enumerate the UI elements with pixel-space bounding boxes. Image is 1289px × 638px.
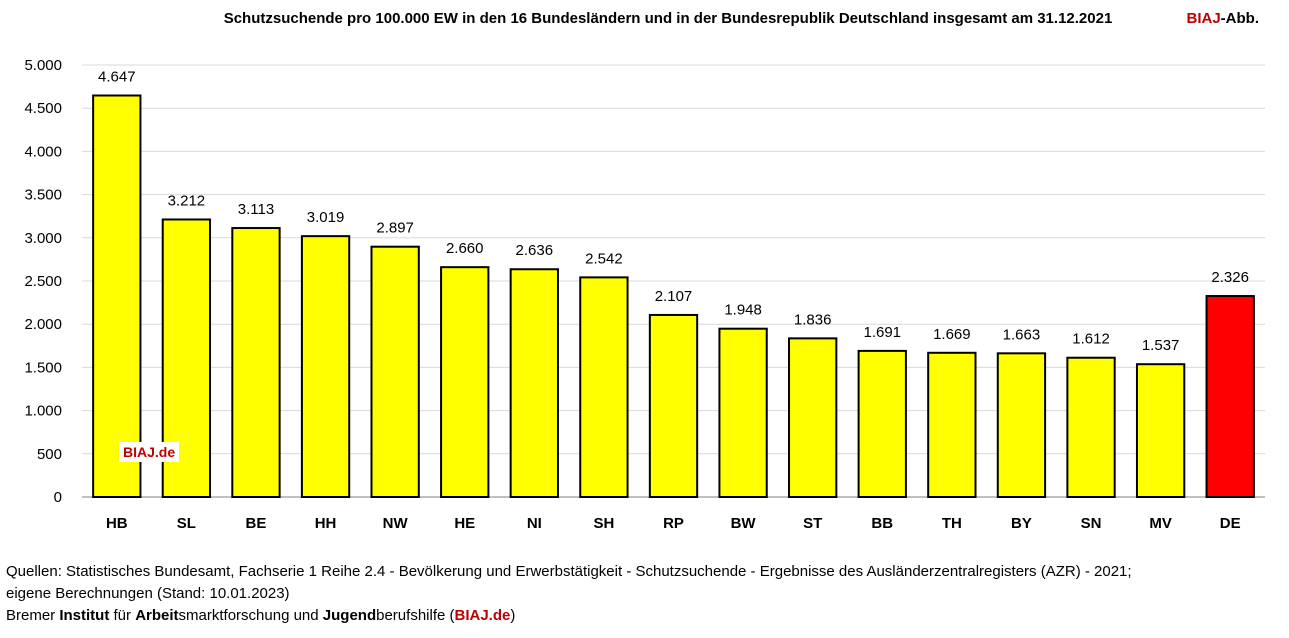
x-tick-label-ni: NI (527, 515, 542, 532)
bar-mv (1135, 363, 1186, 498)
badge-brand: BIAJ (1186, 10, 1221, 27)
y-tick-label: 4.000 (24, 143, 62, 160)
data-label-be: 3.113 (238, 201, 274, 218)
x-tick-label-he: HE (454, 515, 475, 532)
y-tick-label: 1.000 (24, 403, 62, 420)
data-label-bb: 1.691 (863, 324, 901, 341)
y-tick-label: 0 (54, 489, 62, 506)
labels: 0 500 1.000 1.500 2.000 2.500 3.000 3.500 4.000 4… (24, 57, 1249, 532)
biaj-badge: BIAJ-Abb. (1186, 10, 1259, 27)
y-tick-label: 2.000 (24, 316, 62, 333)
institute-text: Bremer (6, 607, 60, 624)
x-tick-label-be: BE (246, 515, 267, 532)
data-label-st: 1.836 (794, 311, 832, 328)
x-tick-label-de: DE (1220, 515, 1241, 532)
institute-text: für (109, 607, 136, 624)
x-tick-label-hh: HH (315, 515, 337, 532)
data-label-rp: 2.107 (655, 288, 693, 305)
bar-nw (370, 245, 420, 498)
chart-title: Schutzsuchende pro 100.000 EW in den 16 … (223, 10, 1113, 27)
institute-bold-arbeit: Arbeit (135, 607, 179, 624)
data-label-hh: 3.019 (307, 209, 345, 226)
data-label-sh: 2.542 (585, 250, 623, 267)
data-label-nw: 2.897 (376, 220, 414, 237)
source-line-2: eigene Berechnungen (Stand: 10.01.2023) (6, 585, 290, 602)
bar-ni (509, 268, 559, 498)
bar-sn (1066, 356, 1116, 498)
x-tick-label-mv: MV (1149, 515, 1172, 532)
y-tick-label: 500 (37, 446, 62, 463)
y-tick-label: 5.000 (24, 57, 62, 74)
bars (92, 94, 1255, 499)
x-tick-label-rp: RP (663, 515, 684, 532)
badge-suffix: -Abb. (1220, 10, 1259, 27)
data-label-de: 2.326 (1211, 269, 1249, 286)
watermark-biaj: BIAJ.de (119, 442, 180, 462)
bar-de (1205, 295, 1255, 498)
institute-text: berufshilfe ( (376, 607, 455, 624)
bar-by (996, 352, 1047, 498)
data-label-bw: 1.948 (724, 302, 762, 319)
x-tick-label-hb: HB (106, 515, 128, 532)
institute-text: ) (510, 607, 516, 624)
bar-bb (857, 349, 907, 499)
data-label-ni: 2.636 (516, 242, 554, 259)
footer: Quellen: Statistisches Bundesamt, Fachse… (6, 561, 1132, 627)
x-tick-label-th: TH (942, 515, 962, 532)
institute-line: Bremer Institut für Arbeitsmarktforschun… (6, 605, 1132, 627)
x-tick-label-sh: SH (593, 515, 614, 532)
bar-chart: 0 500 1.000 1.500 2.000 2.500 3.000 3.500 4.000 4… (24, 57, 1265, 532)
data-label-sn: 1.612 (1072, 331, 1110, 348)
x-tick-label-sl: SL (177, 515, 196, 532)
x-tick-label-by: BY (1011, 515, 1032, 532)
bar-sh (579, 276, 629, 498)
data-label-by: 1.663 (1003, 326, 1041, 343)
bar-hh (300, 235, 351, 499)
y-tick-label: 2.500 (24, 273, 62, 290)
bar-st (788, 337, 838, 498)
institute-link-biaj[interactable]: BIAJ.de (454, 607, 511, 624)
x-tick-label-bw: BW (731, 515, 757, 532)
x-tick-label-bb: BB (871, 515, 893, 532)
y-tick-label: 3.500 (24, 187, 62, 204)
bar-th (927, 351, 977, 498)
source-line-1: Quellen: Statistisches Bundesamt, Fachse… (6, 563, 1132, 580)
data-label-hb: 4.647 (98, 68, 136, 85)
data-label-mv: 1.537 (1142, 337, 1180, 354)
data-label-he: 2.660 (446, 240, 484, 257)
institute-text: smarktforschung und (178, 607, 323, 624)
x-tick-label-sn: SN (1081, 515, 1102, 532)
y-tick-label: 1.500 (24, 359, 62, 376)
data-label-sl: 3.212 (168, 192, 206, 209)
bar-bw (718, 327, 768, 499)
institute-bold-jugend: Jugend (322, 607, 377, 624)
y-tick-label: 3.000 (24, 230, 62, 247)
data-label-th: 1.669 (933, 326, 971, 343)
bar-he (440, 266, 490, 498)
institute-bold-institut: Institut (59, 607, 110, 624)
y-tick-label: 4.500 (24, 100, 62, 117)
bar-be (231, 227, 281, 498)
x-tick-label-nw: NW (383, 515, 409, 532)
bar-hb (92, 94, 142, 498)
x-tick-label-st: ST (803, 515, 822, 532)
bar-rp (648, 313, 699, 498)
